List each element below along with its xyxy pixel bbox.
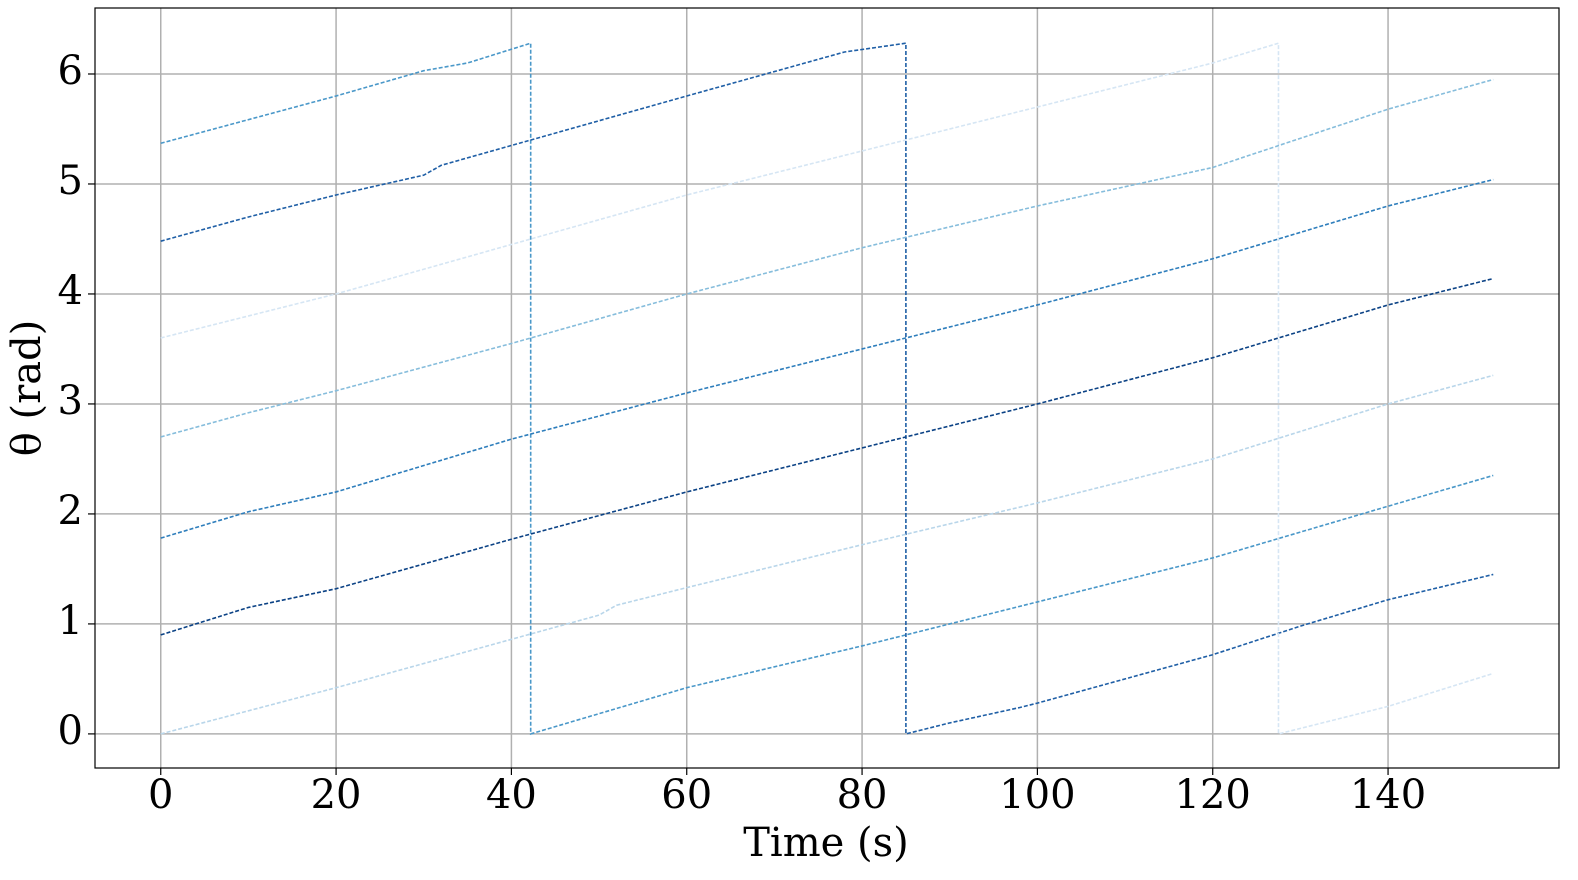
x-axis-label: Time (s) xyxy=(743,820,909,866)
x-tick-label: 40 xyxy=(486,772,537,818)
data-line xyxy=(160,42,1494,735)
y-tick-label: 1 xyxy=(58,598,83,644)
y-tick-label: 0 xyxy=(58,708,83,754)
data-line xyxy=(160,42,1494,735)
data-line xyxy=(160,178,1494,539)
x-tick-label: 20 xyxy=(311,772,362,818)
x-tick-label: 120 xyxy=(1175,772,1251,818)
y-tick-label: 2 xyxy=(58,488,83,534)
x-tick-label: 0 xyxy=(148,772,173,818)
y-tick-label: 6 xyxy=(58,48,83,94)
y-tick-label: 5 xyxy=(58,158,83,204)
y-tick-label: 4 xyxy=(58,268,83,314)
y-axis-label: θ (rad) xyxy=(4,320,50,457)
x-tick-label: 140 xyxy=(1350,772,1426,818)
y-tick-label: 3 xyxy=(58,378,83,424)
data-line xyxy=(160,374,1494,735)
x-tick-label: 80 xyxy=(837,772,888,818)
plot-frame xyxy=(94,7,1560,769)
x-tick-label: 100 xyxy=(999,772,1075,818)
x-tick-label: 60 xyxy=(661,772,712,818)
data-line xyxy=(160,78,1494,438)
data-line xyxy=(160,277,1494,636)
data-line xyxy=(160,42,1494,735)
